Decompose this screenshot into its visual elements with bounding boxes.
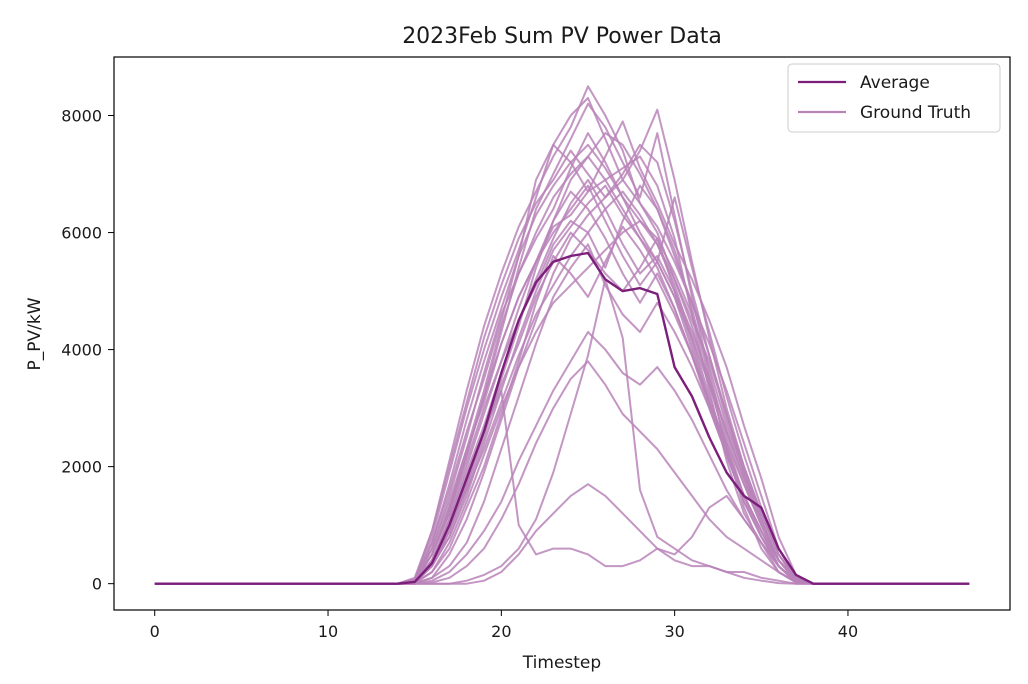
ground-truth-line	[154, 231, 970, 585]
ground-truth-line	[154, 389, 970, 585]
ground-truth-line	[154, 225, 970, 585]
ground-truth-line	[154, 219, 970, 585]
ground-truth-line	[154, 190, 970, 585]
ground-truth-line	[154, 97, 970, 585]
y-tick-label: 0	[92, 575, 102, 594]
ground-truth-line	[154, 143, 970, 585]
ground-truth-line	[154, 278, 970, 585]
ground-truth-line	[154, 178, 970, 585]
x-tick-label: 20	[491, 622, 511, 641]
plot-frame	[113, 56, 1011, 611]
x-tick-label: 40	[838, 622, 858, 641]
ground-truth-line	[154, 190, 970, 585]
x-axis-ticks: 0 10 20 30 40	[150, 610, 858, 641]
legend-label-average: Average	[860, 73, 930, 93]
ground-truth-line	[154, 102, 970, 585]
y-tick-label: 4000	[61, 341, 102, 360]
ground-truth-line	[154, 360, 970, 585]
chart-title: 2023Feb Sum PV Power Data	[402, 24, 722, 49]
ground-truth-line	[154, 132, 970, 585]
y-tick-label: 6000	[61, 224, 102, 243]
ground-truth-line	[154, 483, 970, 585]
ground-truth-line	[154, 178, 970, 585]
ground-truth-line	[154, 331, 970, 585]
x-tick-label: 30	[664, 622, 684, 641]
ground-truth-line	[154, 143, 970, 585]
legend-label-ground-truth: Ground Truth	[860, 103, 971, 123]
y-axis-ticks: 0 2000 4000 6000 8000	[61, 107, 114, 594]
average-line	[154, 251, 970, 585]
x-tick-label: 10	[318, 622, 338, 641]
y-tick-label: 2000	[61, 458, 102, 477]
y-tick-label: 8000	[61, 107, 102, 126]
y-axis-label: P_PV/kW	[25, 297, 45, 370]
series-lines	[154, 85, 970, 585]
x-tick-label: 0	[150, 622, 160, 641]
ground-truth-line	[154, 85, 970, 585]
x-axis-label: Timestep	[522, 653, 601, 673]
legend: Average Ground Truth	[787, 63, 1001, 133]
